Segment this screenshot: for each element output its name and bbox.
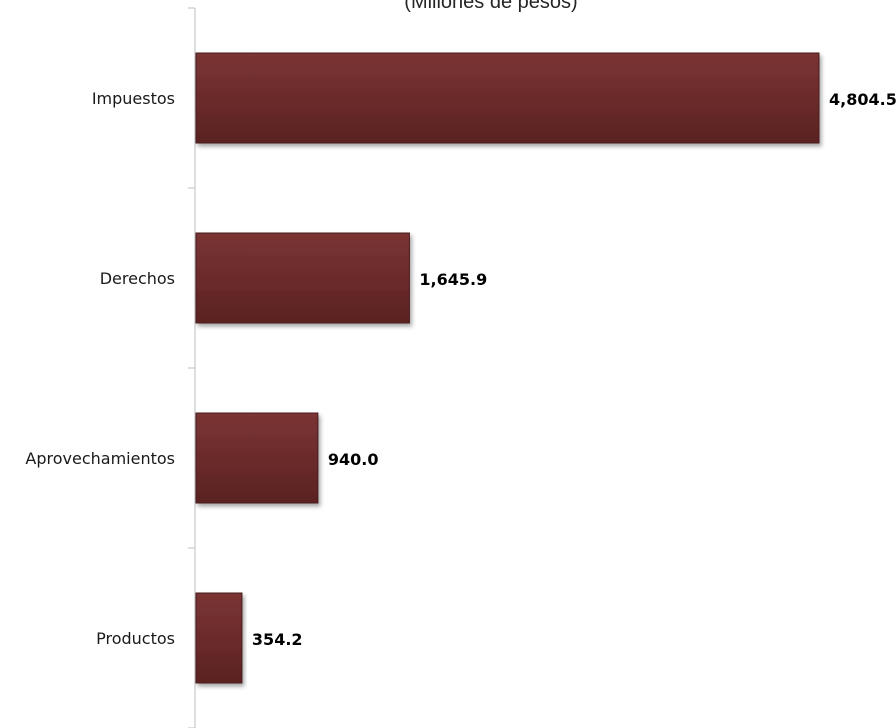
category-label-derechos: Derechos (100, 269, 175, 288)
category-label-productos: Productos (96, 629, 175, 648)
bar-productos (195, 592, 243, 684)
category-labels: Impuestos Derechos Aprovechamientos Product… (25, 89, 175, 648)
bars (195, 52, 820, 684)
value-label-productos: 354.2 (252, 630, 303, 649)
value-label-aprovechamientos: 940.0 (328, 450, 379, 469)
bar-aprovechamientos (195, 412, 319, 504)
bar-impuestos (195, 52, 820, 144)
category-label-aprovechamientos: Aprovechamientos (25, 449, 175, 468)
bar-derechos (195, 232, 410, 324)
value-labels: 4,804.5 1,645.9 940.0 354.2 (252, 90, 896, 649)
category-label-impuestos: Impuestos (92, 89, 175, 108)
value-label-impuestos: 4,804.5 (829, 90, 896, 109)
category-axis (188, 7, 196, 728)
chart-subtitle: (Millones de pesos) (404, 0, 577, 13)
value-label-derechos: 1,645.9 (419, 270, 487, 289)
